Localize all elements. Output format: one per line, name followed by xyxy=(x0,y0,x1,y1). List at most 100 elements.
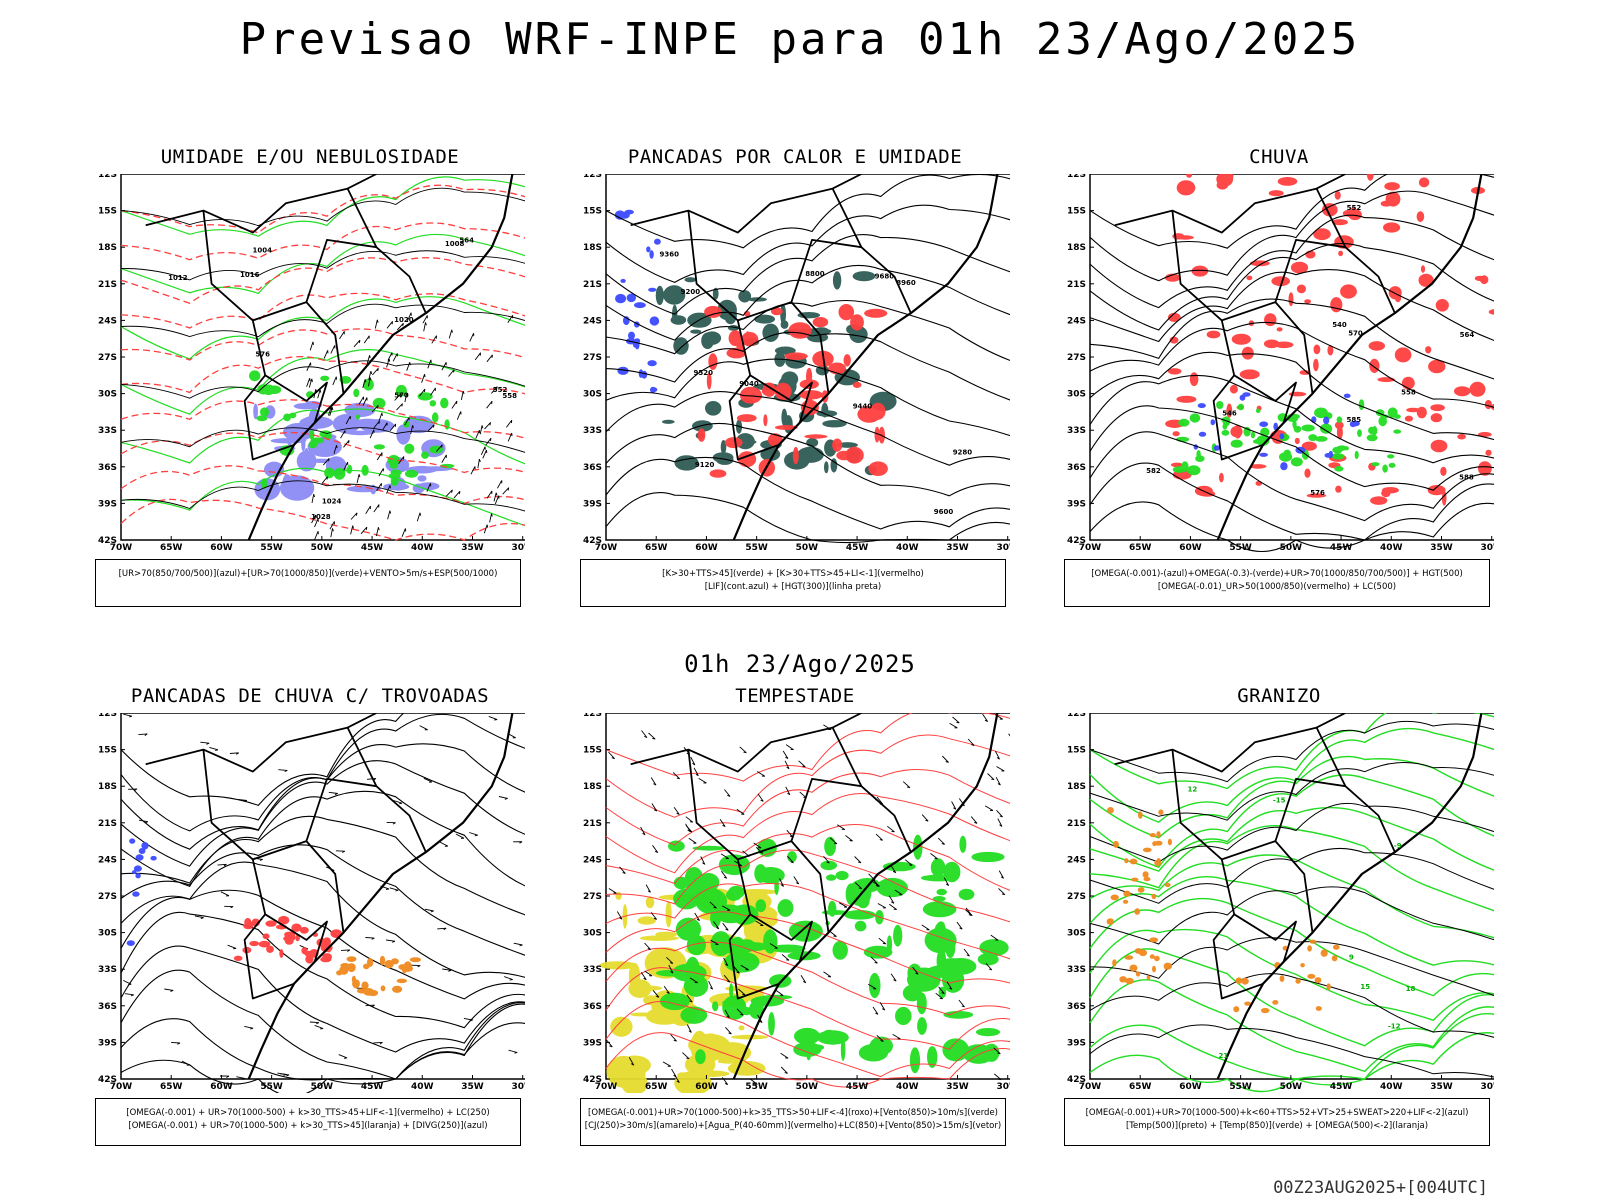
lat-label: 15S xyxy=(583,746,602,756)
contour-line xyxy=(1089,214,1494,309)
lon-label: 50W xyxy=(311,1082,334,1092)
wind-vector xyxy=(422,315,428,324)
wind-vector xyxy=(698,778,707,784)
wind-vector xyxy=(709,901,717,909)
lat-label: 24S xyxy=(98,855,117,865)
contour-line xyxy=(605,174,1010,249)
contour-line xyxy=(605,1032,1010,1088)
lat-label: 36S xyxy=(1067,1002,1086,1012)
wind-vector xyxy=(782,750,789,759)
contour-label: 1024 xyxy=(322,497,342,505)
wind-vector xyxy=(332,376,338,386)
wind-vector xyxy=(362,379,367,389)
contour-line xyxy=(605,967,1010,1050)
contour-line xyxy=(605,824,1010,891)
lat-label: 27S xyxy=(98,892,117,902)
wind-vector xyxy=(921,814,929,822)
wind-vector xyxy=(421,374,426,383)
wind-vector xyxy=(416,512,422,522)
legend-line: [Temp(500)](preto) + [Temp(850)](verde) … xyxy=(1125,1121,1429,1131)
panel-title: GRANIZO xyxy=(1237,685,1321,707)
lat-label: 36S xyxy=(98,1002,117,1012)
contour-label: 552 xyxy=(1347,204,1362,212)
lat-label: 15S xyxy=(98,746,117,756)
hgt500-contours xyxy=(1089,174,1494,552)
wind-vector xyxy=(663,985,670,994)
contour-line xyxy=(1089,243,1494,331)
wind-vector xyxy=(482,449,488,459)
lat-label: 12S xyxy=(583,713,602,719)
panel-legend: [OMEGA(-0.001)+UR>70(1000-500)+k<60+TTS>… xyxy=(1064,1098,1490,1146)
lat-label: 21S xyxy=(1067,280,1086,290)
panel-title: TEMPESTADE xyxy=(735,685,855,707)
contour-label: -9 xyxy=(1394,842,1402,850)
lon-label: 70W xyxy=(1079,1082,1102,1092)
wind-vector xyxy=(823,971,832,978)
wind-vector xyxy=(970,816,978,824)
contour-line xyxy=(605,941,1010,1016)
contour-label: 564 xyxy=(1460,331,1475,339)
wind-vector xyxy=(394,393,402,401)
wind-vector xyxy=(668,964,674,974)
contour-line xyxy=(120,498,525,541)
wind-vector xyxy=(870,956,878,964)
contour-line xyxy=(120,465,525,505)
wind-vector xyxy=(956,921,963,930)
panel-legend: [UR>70(850/700/500)](azul)+[UR>70(1000/8… xyxy=(95,559,521,607)
wind-vector xyxy=(455,833,465,839)
country-borders xyxy=(1114,713,1483,1080)
contour-label: 9520 xyxy=(694,369,714,377)
contour-line xyxy=(605,264,1010,341)
lon-label: 60W xyxy=(695,1082,718,1092)
wind-vector xyxy=(838,902,848,908)
legend-line: [LIF](cont.azul) + [HGT(300)](linha pret… xyxy=(704,582,882,592)
contour-line xyxy=(120,292,525,329)
map-svg: 585 582 576 570 564 558 552 546 540 588 12S 15S 18S 2… xyxy=(1067,174,1494,553)
coastline xyxy=(247,174,514,541)
border-line xyxy=(737,840,830,933)
contour-line xyxy=(605,300,1010,362)
wind-vector xyxy=(489,513,493,523)
country-borders xyxy=(630,713,999,1080)
wind-vector xyxy=(236,1076,246,1080)
lat-label: 42S xyxy=(1067,1075,1086,1085)
wind-vector xyxy=(504,976,513,981)
lat-label: 24S xyxy=(583,855,602,865)
wind-vector xyxy=(353,339,361,348)
contour-line xyxy=(605,390,1010,466)
wind-vector xyxy=(994,1073,1002,1081)
wind-vector xyxy=(229,752,240,755)
wind-vector xyxy=(694,912,700,921)
map-area xyxy=(1089,174,1494,541)
divg-blue xyxy=(126,838,157,946)
legend-line: [OMEGA(-0.001) + UR>70(1000-500) + k>30_… xyxy=(126,1108,490,1118)
contour-line xyxy=(1089,298,1494,380)
contour-line xyxy=(1089,979,1494,1073)
panel-chuva: CHUVA 585 582 576 570 564 558 552 546 540 588 12S 1… xyxy=(1064,146,1494,631)
lat-label: 12S xyxy=(98,713,117,719)
wind-vector xyxy=(469,333,475,342)
wind-green xyxy=(655,834,1009,1074)
lat-label: 21S xyxy=(583,280,602,290)
wind-vector xyxy=(498,796,508,800)
wind-vector xyxy=(721,870,728,879)
wind-vector xyxy=(982,713,989,722)
wind-vector xyxy=(491,386,498,394)
wind-vector xyxy=(508,1049,518,1054)
map-chuva: 585 582 576 570 564 558 552 546 540 588 12S 15S 18S 2… xyxy=(1064,174,1494,554)
wind-vector xyxy=(690,756,696,766)
wind-vector xyxy=(138,819,149,824)
legend-line: [K>30+TTS>45](verde) + [K>30+TTS>45+LI<-… xyxy=(662,569,924,579)
wind-vector xyxy=(722,1077,729,1086)
wind-vector xyxy=(740,964,749,971)
lon-label: 30W xyxy=(996,543,1010,553)
wind-vector xyxy=(686,1024,692,1033)
wind-vector xyxy=(406,312,412,322)
wind-vector xyxy=(912,966,919,975)
wind-vector xyxy=(854,856,862,864)
lon-label: 30W xyxy=(511,1082,525,1092)
contour-line xyxy=(1089,762,1494,821)
